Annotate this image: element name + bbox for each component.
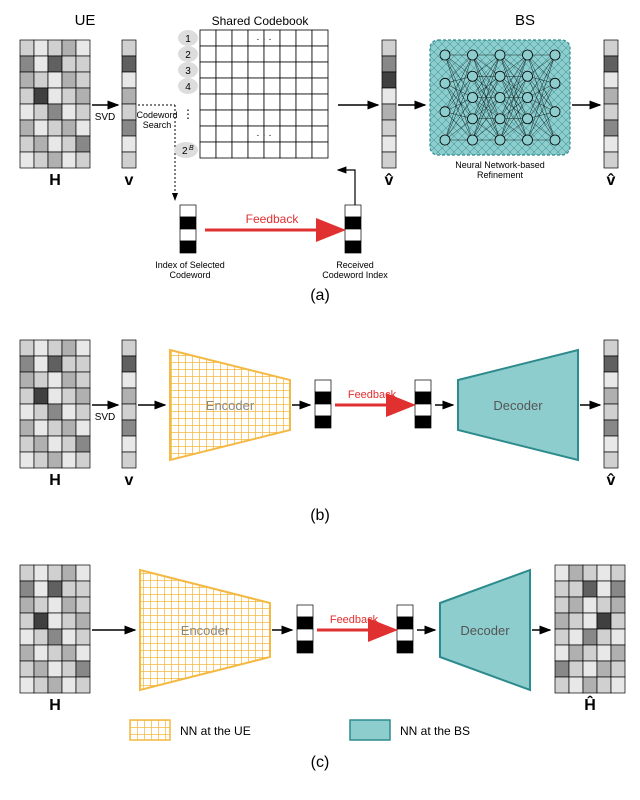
svd-label: SVD <box>95 112 116 123</box>
svg-text:4: 4 <box>185 82 191 93</box>
search-label: Codeword <box>136 110 177 120</box>
vhat-label-2: v̂ <box>607 172 616 189</box>
vector-v-b: v <box>122 340 136 489</box>
encoder-label-b: Encoder <box>206 398 255 413</box>
panel-c-label: (c) <box>311 754 330 771</box>
vhat-label-1: v̂ <box>385 172 394 189</box>
svg-text:· · ·: · · · <box>256 130 272 141</box>
bits-bs-b <box>415 380 431 428</box>
matrix-Hhat-c: Ĥ <box>555 565 625 714</box>
vector-vhat-mid: v̂ <box>382 40 396 189</box>
codebook-label: Shared Codebook <box>212 14 310 28</box>
legend-swatch-ue <box>130 720 170 740</box>
idx-sel-1: Index of Selected <box>155 260 225 270</box>
matrix-H-b: H <box>20 340 90 489</box>
bs-label: BS <box>515 12 535 29</box>
nn-refine-label1: Neural Network-based <box>455 160 545 170</box>
idx-sel-2: Codeword <box>169 270 210 280</box>
H-label-b: H <box>49 472 61 489</box>
bits-bs-c <box>397 605 413 653</box>
matrix-H-c: H <box>20 565 90 714</box>
svg-text:2: 2 <box>185 50 191 61</box>
decoder-label-b: Decoder <box>493 398 543 413</box>
nn-refine-label2: Refinement <box>477 170 524 180</box>
legend-label-ue: NN at the UE <box>180 724 251 738</box>
bits-bs <box>345 205 361 253</box>
svg-text:2: 2 <box>182 146 188 157</box>
decoder-b: Decoder <box>458 350 578 460</box>
svg-text:3: 3 <box>185 66 191 77</box>
v-label: v <box>125 172 134 189</box>
vector-v: v <box>122 40 136 189</box>
legend-label-bs: NN at the BS <box>400 724 470 738</box>
feedback-label-a: Feedback <box>246 212 300 226</box>
decoder-label-c: Decoder <box>460 623 510 638</box>
bits-ue-c <box>297 605 313 653</box>
ue-label: UE <box>75 12 96 29</box>
nn-refinement: Neural Network-based Refinement <box>430 40 570 180</box>
svg-text:1: 1 <box>185 34 191 45</box>
bits-ue <box>180 205 196 253</box>
encoder-c: Encoder <box>140 570 270 690</box>
encoder-label-c: Encoder <box>181 623 230 638</box>
vector-vhat-b: v̂ <box>604 340 618 489</box>
idx-recv-2: Codeword Index <box>322 270 388 280</box>
v-label-b: v <box>125 472 134 489</box>
feedback-label-b: Feedback <box>348 389 397 401</box>
H-label: H <box>49 172 61 189</box>
legend-swatch-bs <box>350 720 390 740</box>
legend: NN at the UE NN at the BS <box>130 720 470 740</box>
encoder-b: Encoder <box>170 350 290 460</box>
search-label2: Search <box>143 120 172 130</box>
idx-recv-1: Received <box>336 260 374 270</box>
svg-text:⋮: ⋮ <box>182 107 194 121</box>
svd-label-b: SVD <box>95 412 116 423</box>
matrix-H: H <box>20 40 90 189</box>
Hhat-label-c: Ĥ <box>584 695 596 714</box>
feedback-label-c: Feedback <box>330 614 379 626</box>
svg-text:· · ·: · · · <box>256 34 272 45</box>
decoder-c: Decoder <box>440 570 530 690</box>
vhat-label-b: v̂ <box>607 472 616 489</box>
vector-vhat-out: v̂ <box>604 40 618 189</box>
panel-c: H Encoder Feedback Decoder Ĥ NN at the U… <box>10 545 630 775</box>
codebook: · · ·· · · 12342B⋮ <box>174 30 328 158</box>
panel-a: UE BS Shared Codebook H SVD v Codeword S… <box>10 10 630 305</box>
H-label-c: H <box>49 697 61 714</box>
panel-b-label: (b) <box>310 507 330 524</box>
svg-text:B: B <box>189 145 194 152</box>
panel-a-label: (a) <box>310 287 330 304</box>
bits-ue-b <box>315 380 331 428</box>
panel-b: H SVD v Encoder Feedback Decoder v̂ (b) <box>10 320 630 530</box>
